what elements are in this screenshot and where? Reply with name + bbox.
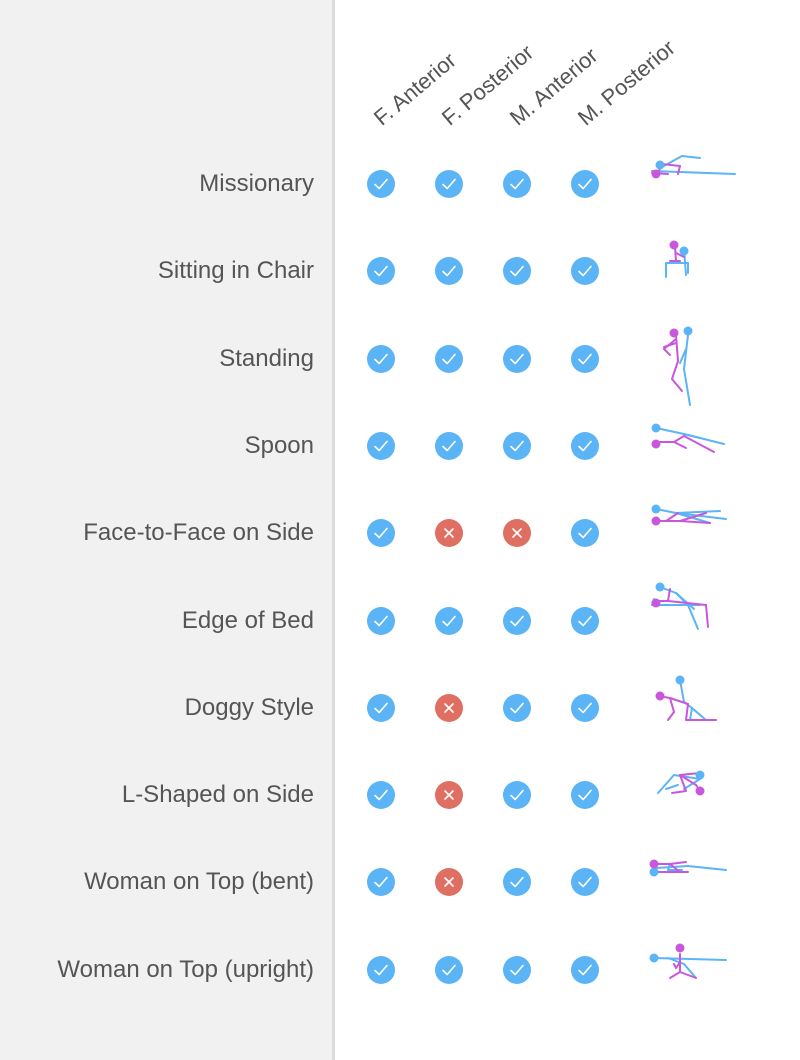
check-icon [367,431,395,460]
check-icon [435,431,463,460]
check-icon [367,868,395,897]
l-shaped-figure-icon [640,745,740,845]
missionary-figure-icon [640,134,740,234]
table-row: Standing [0,326,800,406]
sitting-chair-figure-icon [640,221,740,321]
check-icon [503,955,531,984]
check-icon [571,257,599,286]
cross-icon [435,868,463,897]
row-label: Doggy Style [184,693,314,721]
row-label: L-Shaped on Side [121,781,314,809]
check-icon [571,955,599,984]
row-label: Face-to-Face on Side [83,519,314,547]
table-row: Woman on Top (upright) [0,940,800,1000]
panel-divider [332,0,335,1060]
check-icon [435,606,463,635]
row-label: Standing [219,344,314,372]
woman-top-bent-figure-icon [640,832,740,932]
check-icon [571,868,599,897]
check-icon [435,344,463,373]
table-row: Woman on Top (bent) [0,852,800,912]
check-icon [503,344,531,373]
check-icon [571,693,599,722]
doggy-style-figure-icon [640,658,740,758]
row-label: Sitting in Chair [157,257,314,285]
check-icon [503,781,531,810]
check-icon [503,606,531,635]
check-icon [367,257,395,286]
cross-icon [503,519,531,548]
check-icon [435,257,463,286]
check-icon [367,519,395,548]
check-icon [503,693,531,722]
table-row: Face-to-Face on Side [0,503,800,563]
row-label: Missionary [199,170,314,197]
check-icon [503,431,531,460]
standing-figure-icon [640,309,740,409]
table-row: Spoon [0,416,800,476]
table-row: Doggy Style [0,675,800,738]
cross-icon [435,519,463,548]
table-row: L-Shaped on Side [0,765,800,825]
table-row: Sitting in Chair [0,240,800,301]
row-label: Edge of Bed [181,606,314,634]
check-icon [367,170,395,198]
check-icon [367,781,395,810]
check-icon [503,170,531,198]
cross-icon [435,781,463,810]
check-icon [367,955,395,984]
table-row: Edge of Bed [0,582,800,651]
row-label: Woman on Top (upright) [57,955,314,983]
spoon-figure-icon [640,396,740,496]
cross-icon [435,693,463,722]
check-icon [571,431,599,460]
table-row: Missionary [0,154,800,214]
check-icon [571,781,599,810]
woman-top-upright-figure-icon [640,920,740,1020]
check-icon [571,344,599,373]
row-label-panel [0,0,332,1060]
check-icon [503,868,531,897]
edge-of-bed-figure-icon [640,571,740,671]
check-icon [571,519,599,548]
check-icon [367,344,395,373]
face-to-face-figure-icon [640,483,740,583]
check-icon [435,170,463,198]
check-icon [503,257,531,286]
check-icon [571,606,599,635]
check-icon [435,955,463,984]
check-icon [367,693,395,722]
check-icon [571,170,599,198]
check-icon [367,606,395,635]
row-label: Woman on Top (bent) [84,868,314,896]
row-label: Spoon [244,431,314,459]
